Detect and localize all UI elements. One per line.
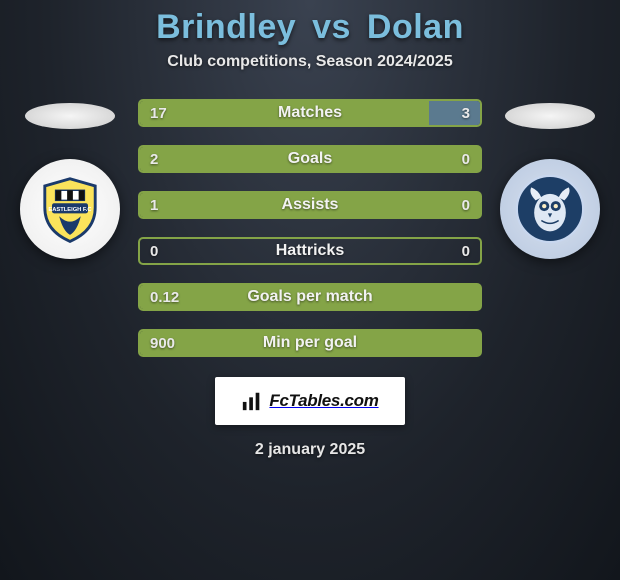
stat-value-left: 1 [140, 197, 192, 214]
player-left-name: Brindley [156, 8, 296, 46]
stat-row: 2Goals0 [138, 145, 482, 173]
stat-value-left: 17 [140, 105, 192, 122]
player-right-name: Dolan [367, 8, 464, 46]
stat-row: 17Matches3 [138, 99, 482, 127]
stat-value-left: 0 [140, 243, 192, 260]
subtitle: Club competitions, Season 2024/2025 [167, 53, 452, 71]
stat-value-right: 0 [428, 243, 480, 260]
eastleigh-crest: EASTLEIGH F.C [20, 159, 120, 259]
stat-row: 0.12Goals per match [138, 283, 482, 311]
stat-label: Min per goal [192, 334, 428, 352]
stats-column: 17Matches32Goals01Assists00Hattricks00.1… [138, 99, 482, 357]
stat-label: Goals [192, 150, 428, 168]
stat-value-right: 0 [428, 151, 480, 168]
stat-value-left: 900 [140, 335, 192, 352]
left-side: EASTLEIGH F.C [20, 99, 120, 259]
oldham-crest [500, 159, 600, 259]
stat-label: Assists [192, 196, 428, 214]
brand-text: FcTables.com [269, 391, 378, 411]
main-row: EASTLEIGH F.C 17Matches32Goals01Assists0… [0, 99, 620, 357]
stat-label: Goals per match [192, 288, 428, 306]
title-separator: vs [312, 8, 351, 46]
shield-icon: EASTLEIGH F.C [34, 173, 106, 245]
stat-row: 900Min per goal [138, 329, 482, 357]
stat-row: 0Hattricks0 [138, 237, 482, 265]
player-silhouette-left [25, 103, 115, 129]
stat-value-left: 2 [140, 151, 192, 168]
stat-label: Matches [192, 104, 428, 122]
owl-icon [514, 173, 586, 245]
svg-text:EASTLEIGH F.C: EASTLEIGH F.C [48, 207, 91, 213]
stat-value-left: 0.12 [140, 289, 192, 306]
brand-link[interactable]: FcTables.com [215, 377, 405, 425]
page-title: Brindley vs Dolan [156, 8, 464, 47]
chart-icon [241, 390, 263, 412]
stat-row: 1Assists0 [138, 191, 482, 219]
widget: Brindley vs Dolan Club competitions, Sea… [0, 0, 620, 459]
right-side [500, 99, 600, 259]
player-silhouette-right [505, 103, 595, 129]
stat-label: Hattricks [192, 242, 428, 260]
date: 2 january 2025 [255, 441, 365, 459]
stat-value-right: 3 [428, 105, 480, 122]
stat-value-right: 0 [428, 197, 480, 214]
